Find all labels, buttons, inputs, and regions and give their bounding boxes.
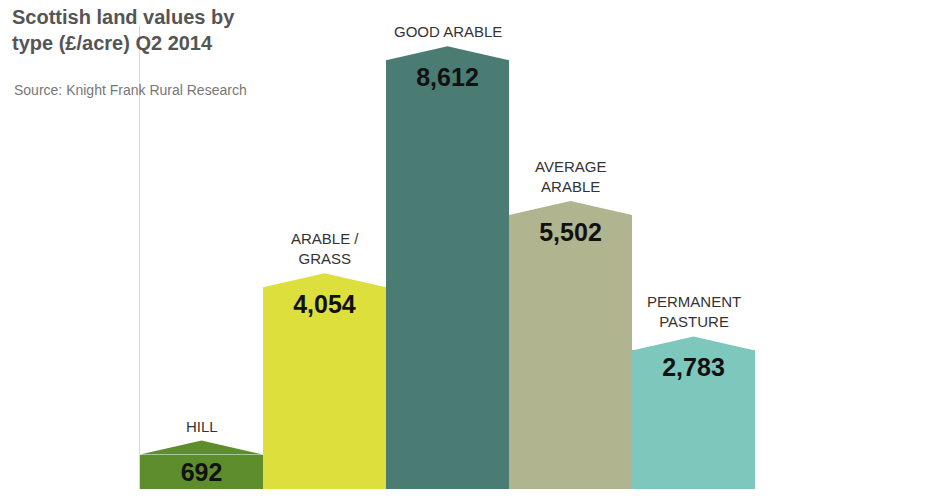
svg-text:HILL: HILL	[186, 418, 218, 435]
svg-text:PERMANENTPASTURE: PERMANENTPASTURE	[647, 293, 741, 330]
svg-text:4,054: 4,054	[293, 290, 356, 318]
svg-text:8,612: 8,612	[416, 63, 479, 91]
svg-text:2,783: 2,783	[662, 353, 725, 381]
svg-text:692: 692	[181, 458, 223, 486]
svg-text:5,502: 5,502	[539, 218, 602, 246]
svg-text:ARABLE /GRASS: ARABLE /GRASS	[291, 230, 359, 267]
svg-text:AVERAGEARABLE: AVERAGEARABLE	[535, 158, 606, 195]
svg-text:Source: Knight Frank Rural Res: Source: Knight Frank Rural Research	[14, 82, 247, 98]
svg-text:Scottish land values bytype (£: Scottish land values bytype (£/acre) Q2 …	[12, 6, 235, 54]
svg-text:GOOD ARABLE: GOOD ARABLE	[394, 23, 502, 40]
